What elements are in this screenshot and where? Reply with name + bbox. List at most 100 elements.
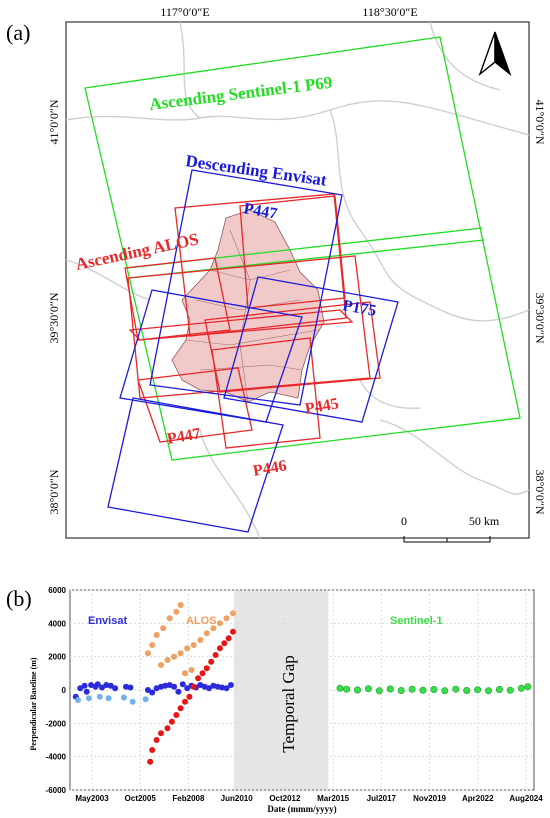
x-tick-label: Mar2015 <box>317 794 350 803</box>
temporal-gap-label: Temporal Gap <box>279 655 298 752</box>
data-point <box>120 694 127 701</box>
x-tick-label: Oct2005 <box>125 794 157 803</box>
alos-frames <box>124 193 381 449</box>
data-point <box>203 630 210 637</box>
x-tick-label: Jun2010 <box>221 794 254 803</box>
panel-b: (b) -6000 -4000 -2000 0 2000 4000 6000 May2003… <box>6 586 543 814</box>
data-point <box>430 685 438 693</box>
data-point <box>153 632 160 638</box>
data-point <box>112 685 119 692</box>
y-tick-label: 4000 <box>48 619 66 628</box>
data-point <box>142 696 149 703</box>
data-point <box>208 658 215 665</box>
data-point <box>495 685 503 693</box>
y-tick-label: -4000 <box>46 753 67 762</box>
y-tick-label: 6000 <box>48 586 66 595</box>
data-point <box>199 670 206 677</box>
p446-label: P446 <box>252 457 288 480</box>
lat-left-1: 41°0′0″N <box>47 99 61 144</box>
p445-label: P445 <box>304 395 340 418</box>
data-point <box>164 657 171 663</box>
data-point <box>195 675 202 682</box>
data-point <box>184 645 191 652</box>
data-point <box>182 698 188 705</box>
data-point <box>81 682 88 689</box>
data-point <box>375 687 383 695</box>
data-point <box>419 686 427 694</box>
data-point <box>129 698 136 705</box>
legend-alos: ALOS <box>186 615 217 627</box>
data-point <box>223 685 230 692</box>
data-point <box>452 685 460 693</box>
lat-right-3: 38°0′0″N <box>533 469 547 514</box>
data-point <box>212 652 219 658</box>
lon-label-1: 117°0′0″E <box>160 5 209 19</box>
data-point <box>127 684 134 691</box>
data-point <box>153 737 160 743</box>
data-point <box>216 620 223 627</box>
data-point <box>158 662 164 668</box>
data-point <box>168 718 175 725</box>
x-tick-label: May2003 <box>75 794 109 803</box>
data-point <box>160 625 167 632</box>
data-point <box>190 642 197 648</box>
data-point <box>177 705 184 712</box>
data-point <box>397 686 405 694</box>
data-point <box>463 686 471 694</box>
temporal-gap-area <box>233 590 329 790</box>
data-point <box>517 684 525 692</box>
data-point <box>75 697 81 703</box>
y-tick-labels: -6000 -4000 -2000 0 2000 4000 6000 <box>46 586 67 795</box>
data-point <box>343 685 351 693</box>
scale-bar: 0 50 km <box>401 514 500 543</box>
panel-a: (a) <box>6 5 547 543</box>
data-point <box>164 725 171 732</box>
data-point <box>484 687 492 695</box>
data-point <box>96 693 103 700</box>
data-point <box>188 667 195 673</box>
north-arrow-icon <box>478 31 512 77</box>
baseline-chart: -6000 -4000 -2000 0 2000 4000 6000 May2003 Oct2… <box>46 586 544 803</box>
district-lines <box>185 229 319 403</box>
x-tick-label: Nov2019 <box>413 794 446 803</box>
data-point <box>441 687 449 695</box>
data-point <box>230 610 236 617</box>
data-point <box>230 628 236 635</box>
data-point <box>408 685 416 693</box>
x-tick-label: Feb2008 <box>172 794 205 803</box>
province-boundaries <box>65 21 530 539</box>
lon-label-2: 118°30′0″E <box>362 5 417 19</box>
data-point <box>210 625 217 632</box>
data-point <box>166 615 173 622</box>
lat-right-2: 39°30′0″N <box>533 292 547 343</box>
data-point <box>197 637 204 643</box>
envisat-frames <box>107 169 399 533</box>
data-point <box>99 684 105 691</box>
data-point <box>105 695 112 702</box>
y-tick-label: -2000 <box>46 719 67 728</box>
legend-envisat: Envisat <box>88 615 127 627</box>
data-point <box>94 681 101 688</box>
data-point <box>190 683 197 690</box>
data-point <box>179 681 186 688</box>
y-tick-label: 2000 <box>48 653 66 662</box>
data-point <box>221 640 228 647</box>
data-point <box>223 615 230 622</box>
data-point <box>149 689 156 696</box>
lat-left-3: 38°0′0″N <box>47 469 61 514</box>
data-point <box>225 635 232 642</box>
data-point <box>171 683 178 690</box>
data-point <box>158 730 164 737</box>
x-tick-labels: May2003 Oct2005 Feb2008 Jun2010 Oct2012 Mar20… <box>75 794 543 803</box>
data-point <box>336 684 344 692</box>
data-point <box>77 685 84 692</box>
lat-right-1: 41°0′0″N <box>533 99 547 144</box>
data-point <box>353 686 361 694</box>
data-point <box>173 712 180 718</box>
data-point <box>227 682 234 688</box>
data-point <box>186 693 193 700</box>
data-point <box>386 685 394 693</box>
data-point <box>524 683 532 691</box>
p175-label: P175 <box>341 297 377 320</box>
